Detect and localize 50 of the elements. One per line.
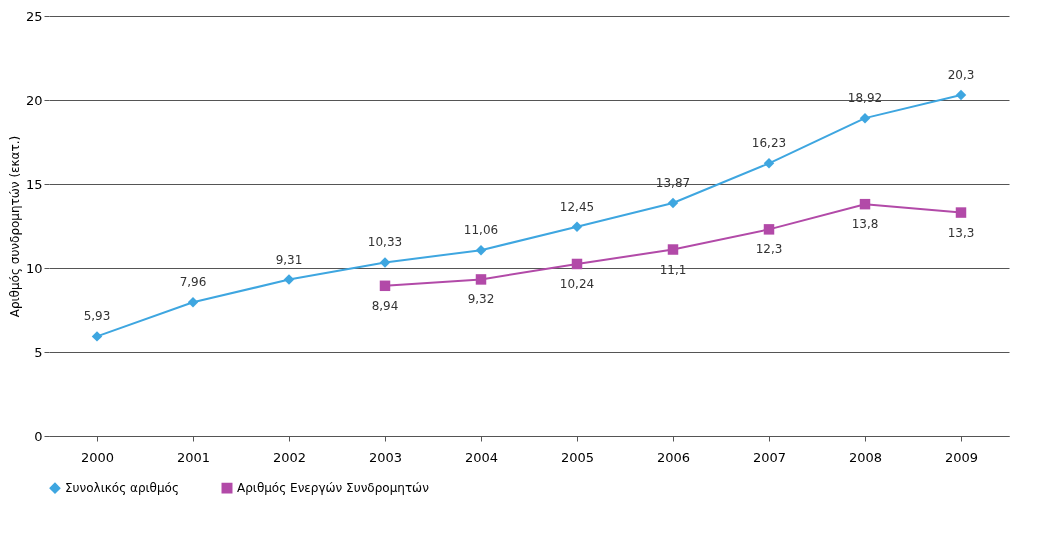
x-tick-label: 2005 — [560, 449, 595, 465]
point — [379, 257, 391, 268]
data-label: 10,24 — [559, 276, 595, 291]
data-label: 5,93 — [83, 309, 111, 324]
point — [667, 244, 679, 255]
y-axis-title: Αριθμός συνδρομητών (εκατ.) — [7, 135, 22, 318]
point — [475, 244, 487, 256]
legend-label: Αριθμός Ενεργών Συνδρομητών — [237, 481, 430, 496]
x-tick-label: 2004 — [464, 449, 499, 465]
y-tick-label: 15 — [25, 176, 43, 192]
point — [571, 221, 583, 233]
data-label: 13,8 — [851, 217, 879, 232]
point — [571, 258, 583, 270]
x-tick-label: 2009 — [944, 449, 979, 465]
y-tick-label: 10 — [25, 260, 43, 276]
data-label: 11,06 — [463, 223, 499, 238]
point — [379, 280, 391, 292]
data-label: 16,23 — [751, 136, 787, 151]
point — [955, 207, 967, 218]
x-tick-label: 2008 — [848, 449, 883, 465]
x-tick-label: 2000 — [80, 449, 115, 465]
point — [667, 197, 679, 209]
point — [187, 297, 199, 308]
y-tick-label: 5 — [34, 344, 43, 360]
point — [475, 274, 487, 285]
point — [283, 274, 295, 285]
point — [763, 224, 775, 235]
data-label: 13,3 — [947, 225, 975, 240]
y-tick-label: 20 — [25, 92, 43, 108]
x-tick-label: 2007 — [752, 449, 787, 465]
point — [955, 89, 967, 101]
x-tick-label: 2006 — [656, 449, 691, 465]
point — [91, 331, 103, 342]
point — [763, 158, 775, 169]
point — [859, 112, 871, 124]
data-label: 20,3 — [947, 67, 975, 82]
point — [859, 198, 871, 210]
y-tick-label: 25 — [25, 8, 43, 24]
x-tick-label: 2001 — [176, 449, 211, 465]
x-tick-label: 2002 — [272, 449, 307, 465]
data-label: 12,3 — [755, 242, 783, 257]
x-tick-label: 2003 — [368, 449, 403, 465]
legend-label: Συνολικός αριθμός — [65, 481, 179, 496]
data-label: 9,31 — [275, 252, 303, 267]
data-label: 9,32 — [467, 292, 495, 307]
data-label: 7,96 — [179, 275, 207, 290]
y-tick-label: 0 — [34, 428, 43, 444]
data-label: 10,33 — [367, 235, 403, 250]
data-label: 12,45 — [559, 199, 595, 214]
data-label: 8,94 — [371, 298, 399, 313]
